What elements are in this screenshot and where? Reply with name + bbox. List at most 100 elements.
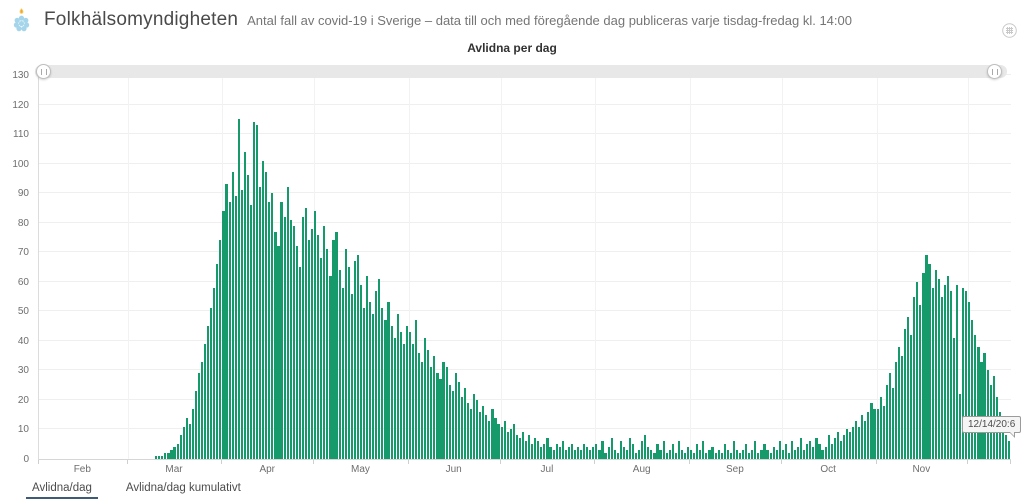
bar[interactable] xyxy=(158,456,161,459)
bar[interactable] xyxy=(803,450,806,459)
bar[interactable] xyxy=(482,405,485,459)
bar[interactable] xyxy=(690,450,693,459)
bar[interactable] xyxy=(418,352,421,459)
bar[interactable] xyxy=(732,441,735,459)
bar[interactable] xyxy=(998,411,1001,459)
bar[interactable] xyxy=(949,290,953,459)
bar[interactable] xyxy=(616,453,619,459)
bar[interactable] xyxy=(943,284,946,459)
bar[interactable] xyxy=(430,367,433,459)
bar[interactable] xyxy=(518,438,522,459)
bar[interactable] xyxy=(745,444,748,459)
bar[interactable] xyxy=(344,249,347,459)
bar[interactable] xyxy=(674,453,677,459)
bar[interactable] xyxy=(246,175,249,459)
bar[interactable] xyxy=(647,447,650,459)
bar[interactable] xyxy=(164,453,167,459)
bar[interactable] xyxy=(525,441,528,459)
bar[interactable] xyxy=(800,438,803,459)
bar[interactable] xyxy=(298,267,301,459)
bar[interactable] xyxy=(390,326,393,459)
bar[interactable] xyxy=(289,219,292,459)
bar[interactable] xyxy=(234,196,237,459)
bar[interactable] xyxy=(546,438,549,459)
bar[interactable] xyxy=(512,423,515,459)
bar[interactable] xyxy=(827,435,830,459)
bar[interactable] xyxy=(839,441,842,459)
bar[interactable] xyxy=(445,367,448,459)
bar[interactable] xyxy=(573,450,577,459)
bar[interactable] xyxy=(677,441,680,459)
bar[interactable] xyxy=(955,284,959,459)
bar[interactable] xyxy=(494,417,497,459)
tab-avlidna-dag[interactable]: Avlidna/dag xyxy=(26,478,98,499)
bar[interactable] xyxy=(393,337,396,459)
bar[interactable] xyxy=(439,379,442,459)
bar[interactable] xyxy=(460,396,463,459)
bar[interactable] xyxy=(207,326,210,459)
bar[interactable] xyxy=(433,355,436,459)
bar[interactable] xyxy=(900,355,904,459)
bar[interactable] xyxy=(356,255,360,459)
bar[interactable] xyxy=(259,187,262,459)
bar[interactable] xyxy=(179,435,182,459)
bar[interactable] xyxy=(855,420,858,459)
bar[interactable] xyxy=(766,450,769,459)
bar[interactable] xyxy=(790,441,794,459)
bar[interactable] xyxy=(913,296,916,459)
bar[interactable] xyxy=(552,450,555,459)
bar[interactable] xyxy=(693,453,696,459)
bar[interactable] xyxy=(204,343,207,459)
bar-chart-plot-area[interactable]: 12/14/20:6 xyxy=(38,74,1022,460)
bar[interactable] xyxy=(473,394,476,459)
bar[interactable] xyxy=(228,202,231,459)
bar[interactable] xyxy=(931,287,934,459)
bar[interactable] xyxy=(387,302,390,459)
bar[interactable] xyxy=(231,172,234,459)
bar[interactable] xyxy=(662,441,665,459)
bar[interactable] xyxy=(714,453,717,459)
bar[interactable] xyxy=(583,444,586,459)
bar[interactable] xyxy=(170,450,173,459)
bar[interactable] xyxy=(252,122,256,459)
bar[interactable] xyxy=(824,447,827,459)
bar[interactable] xyxy=(274,231,277,459)
slider-handle-left-icon[interactable] xyxy=(36,64,51,79)
bar[interactable] xyxy=(485,414,488,459)
bar[interactable] xyxy=(442,361,445,459)
bar[interactable] xyxy=(910,334,913,459)
bar[interactable] xyxy=(852,426,855,459)
bar[interactable] xyxy=(702,441,705,459)
bar[interactable] xyxy=(937,278,940,459)
bar[interactable] xyxy=(631,444,635,459)
bar[interactable] xyxy=(907,317,910,459)
bar[interactable] xyxy=(301,216,305,459)
bar[interactable] xyxy=(754,441,757,459)
bar[interactable] xyxy=(656,444,659,459)
bar[interactable] xyxy=(812,447,815,459)
bar[interactable] xyxy=(304,207,308,459)
bar[interactable] xyxy=(265,172,268,459)
bar[interactable] xyxy=(521,432,525,459)
bar[interactable] xyxy=(448,385,451,459)
bar[interactable] xyxy=(760,450,763,459)
time-range-slider[interactable] xyxy=(35,64,1007,79)
bar[interactable] xyxy=(861,414,864,459)
bar[interactable] xyxy=(858,426,861,459)
bar[interactable] xyxy=(607,447,610,459)
bar[interactable] xyxy=(821,450,824,459)
bar[interactable] xyxy=(249,204,253,459)
bar[interactable] xyxy=(277,246,280,459)
bar[interactable] xyxy=(775,450,778,459)
bar[interactable] xyxy=(699,450,702,459)
bar[interactable] xyxy=(488,420,491,459)
bar[interactable] xyxy=(974,334,977,459)
bar[interactable] xyxy=(928,264,931,459)
bar[interactable] xyxy=(500,426,503,459)
bar[interactable] xyxy=(326,249,329,459)
bar[interactable] xyxy=(959,394,962,459)
bar[interactable] xyxy=(399,332,402,459)
bar[interactable] xyxy=(635,453,638,459)
bar[interactable] xyxy=(919,305,922,459)
bar[interactable] xyxy=(619,441,622,459)
